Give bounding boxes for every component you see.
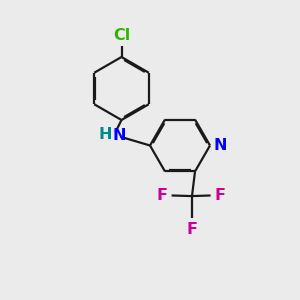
Text: F: F	[156, 188, 167, 203]
Text: F: F	[215, 188, 226, 203]
Text: N: N	[214, 138, 227, 153]
Text: Cl: Cl	[113, 28, 130, 44]
Text: F: F	[187, 223, 197, 238]
Text: H: H	[99, 127, 112, 142]
Text: N: N	[113, 128, 126, 143]
